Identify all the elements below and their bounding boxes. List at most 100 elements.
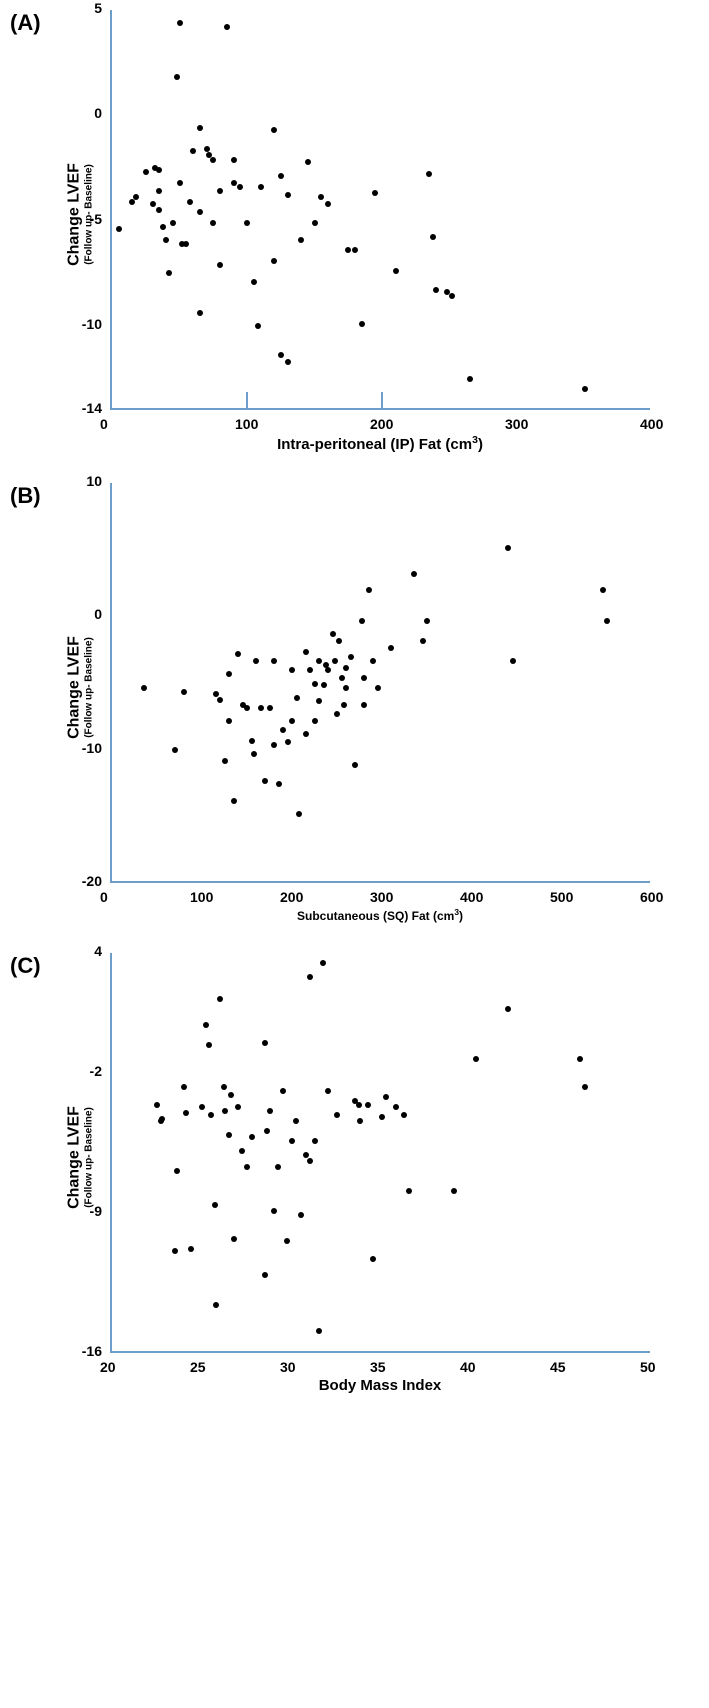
data-point	[150, 201, 156, 207]
data-point	[217, 188, 223, 194]
data-point	[249, 738, 255, 744]
data-point	[271, 742, 277, 748]
data-point	[289, 718, 295, 724]
data-point	[217, 697, 223, 703]
panel-letter: (B)	[10, 483, 41, 509]
y-axis-title: Change LVEF(Follow up- Baseline)	[66, 1058, 95, 1258]
data-point	[159, 1116, 165, 1122]
x-tick-label: 600	[640, 889, 663, 905]
data-point	[420, 638, 426, 644]
data-point	[339, 675, 345, 681]
data-point	[172, 747, 178, 753]
x-tick-label: 45	[550, 1359, 566, 1375]
data-point	[334, 711, 340, 717]
data-point	[289, 667, 295, 673]
plot-area: 0100200300400500600-20-10010	[110, 483, 650, 883]
x-tick-major	[246, 392, 248, 410]
scatter-panel: (A)Change LVEF(Follow up- Baseline)01002…	[20, 10, 689, 453]
data-point	[181, 689, 187, 695]
data-point	[133, 194, 139, 200]
data-point	[336, 638, 342, 644]
data-point	[582, 386, 588, 392]
data-point	[278, 352, 284, 358]
data-point	[255, 323, 261, 329]
x-axis-title: Intra-peritoneal (IP) Fat (cm3)	[110, 434, 650, 453]
data-point	[258, 705, 264, 711]
data-point	[320, 960, 326, 966]
y-tick-label: -10	[82, 316, 102, 332]
data-point	[276, 781, 282, 787]
data-point	[604, 618, 610, 624]
data-point	[235, 651, 241, 657]
data-point	[166, 270, 172, 276]
data-point	[582, 1084, 588, 1090]
data-point	[141, 685, 147, 691]
y-tick-label: -14	[82, 400, 102, 416]
data-point	[174, 1168, 180, 1174]
x-tick-label: 40	[460, 1359, 476, 1375]
data-point	[388, 645, 394, 651]
data-point	[361, 702, 367, 708]
data-point	[352, 762, 358, 768]
data-point	[177, 180, 183, 186]
data-point	[251, 751, 257, 757]
data-point	[312, 1138, 318, 1144]
x-tick-label: 500	[550, 889, 573, 905]
data-point	[294, 695, 300, 701]
data-point	[393, 1104, 399, 1110]
data-point	[426, 171, 432, 177]
data-point	[280, 1088, 286, 1094]
data-point	[321, 682, 327, 688]
data-point	[183, 241, 189, 247]
x-tick-label: 30	[280, 1359, 296, 1375]
data-point	[307, 1158, 313, 1164]
data-point	[188, 1246, 194, 1252]
data-point	[275, 1164, 281, 1170]
data-point	[181, 1084, 187, 1090]
x-tick-label: 0	[100, 416, 108, 432]
y-tick-label: 5	[94, 0, 102, 16]
y-tick-label: -10	[82, 740, 102, 756]
x-tick-label: 100	[190, 889, 213, 905]
data-point	[316, 698, 322, 704]
data-point	[285, 192, 291, 198]
data-point	[204, 146, 210, 152]
data-point	[262, 778, 268, 784]
data-point	[393, 268, 399, 274]
data-point	[203, 1022, 209, 1028]
data-point	[365, 1102, 371, 1108]
data-point	[271, 127, 277, 133]
x-tick-label: 200	[280, 889, 303, 905]
x-tick-label: 35	[370, 1359, 386, 1375]
data-point	[312, 718, 318, 724]
data-point	[231, 798, 237, 804]
data-point	[305, 159, 311, 165]
data-point	[383, 1094, 389, 1100]
data-point	[361, 675, 367, 681]
data-point	[197, 209, 203, 215]
data-point	[316, 1328, 322, 1334]
data-point	[280, 727, 286, 733]
data-point	[577, 1056, 583, 1062]
y-tick-label: -9	[90, 1203, 102, 1219]
y-tick-label: 4	[94, 943, 102, 959]
data-point	[212, 1202, 218, 1208]
data-point	[379, 1114, 385, 1120]
data-point	[228, 1092, 234, 1098]
y-tick-label: 0	[94, 105, 102, 121]
data-point	[224, 24, 230, 30]
data-point	[510, 658, 516, 664]
data-point	[116, 226, 122, 232]
data-point	[237, 184, 243, 190]
x-tick-label: 300	[370, 889, 393, 905]
data-point	[231, 1236, 237, 1242]
data-point	[505, 1006, 511, 1012]
data-point	[267, 1108, 273, 1114]
data-point	[359, 618, 365, 624]
x-tick-label: 400	[460, 889, 483, 905]
data-point	[343, 685, 349, 691]
data-point	[213, 1302, 219, 1308]
y-tick-label: 0	[94, 606, 102, 622]
data-point	[226, 718, 232, 724]
data-point	[226, 671, 232, 677]
